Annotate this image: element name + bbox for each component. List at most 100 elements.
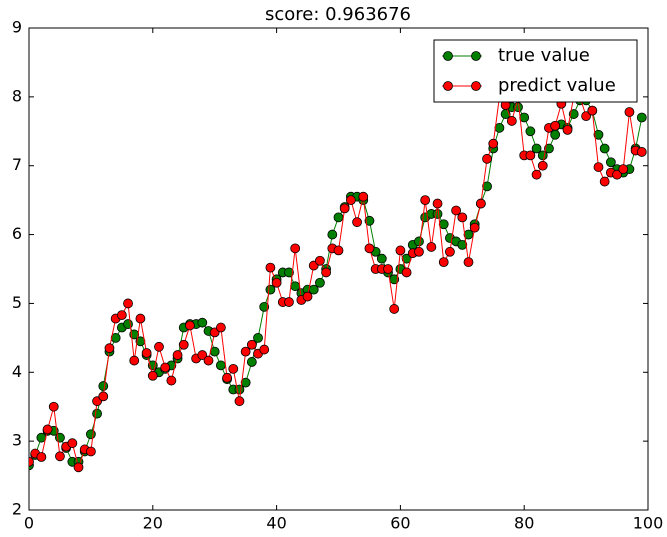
point (67, 438, 78, 449)
point (457, 212, 468, 223)
point (618, 164, 629, 175)
point (42, 424, 53, 435)
point (494, 122, 505, 133)
legend-marker (471, 81, 481, 91)
point (358, 191, 369, 202)
point (525, 126, 536, 137)
x-tick-label: 60 (390, 514, 410, 533)
point (612, 169, 622, 180)
point (240, 346, 251, 357)
y-tick-label: 9 (12, 18, 22, 37)
point (315, 277, 325, 288)
point (593, 162, 604, 172)
point (488, 138, 499, 149)
y-tick-label: 8 (12, 86, 22, 105)
point (451, 205, 462, 216)
point (562, 125, 573, 135)
point (92, 408, 102, 419)
point (290, 243, 301, 254)
point (259, 344, 270, 355)
point (519, 112, 530, 123)
point (544, 143, 554, 154)
point (166, 375, 177, 386)
chart-title: score: 0.963676 (265, 4, 411, 25)
point (234, 396, 245, 407)
y-tick-label: 5 (12, 293, 22, 312)
point (302, 291, 313, 302)
point (593, 129, 604, 140)
point (364, 215, 375, 226)
point (73, 462, 84, 473)
point (228, 363, 239, 374)
point (86, 429, 96, 440)
point (389, 304, 400, 314)
x-tick-label: 40 (266, 514, 286, 533)
point (463, 257, 474, 268)
point (259, 301, 270, 312)
point (438, 257, 449, 268)
point (135, 313, 146, 324)
point (531, 143, 542, 154)
legend-marker (443, 81, 453, 91)
point (141, 348, 152, 358)
point (420, 195, 431, 206)
point (636, 112, 647, 123)
point (123, 319, 133, 329)
point (315, 255, 325, 266)
series (29, 91, 647, 473)
point (636, 147, 647, 157)
x-tick-label: 80 (514, 514, 534, 533)
point (339, 203, 350, 214)
point (333, 245, 344, 256)
point (445, 246, 455, 257)
point (160, 362, 171, 373)
point (86, 446, 96, 457)
point (537, 160, 548, 171)
point (154, 341, 164, 352)
point (253, 332, 263, 343)
y-tick-label: 6 (12, 224, 22, 243)
x-tick-label: 20 (143, 514, 163, 533)
x-tick-label: 100 (633, 514, 664, 533)
point (482, 181, 492, 192)
point (506, 116, 517, 126)
point (222, 372, 232, 383)
point (345, 195, 356, 206)
point (284, 267, 294, 278)
point (395, 245, 406, 256)
point (178, 339, 189, 350)
point (321, 267, 332, 278)
point (599, 143, 610, 154)
point (624, 107, 635, 117)
point (48, 401, 59, 412)
point (401, 267, 412, 278)
point (414, 236, 424, 247)
point (240, 377, 251, 388)
point (197, 350, 208, 360)
point (457, 239, 468, 250)
point (215, 360, 226, 371)
point (438, 219, 449, 230)
point (531, 169, 542, 180)
point (352, 217, 362, 228)
point (284, 297, 294, 307)
point (475, 198, 486, 209)
point (432, 209, 443, 219)
point (104, 343, 115, 354)
point (203, 355, 214, 366)
x-tick-label: 0 (24, 514, 34, 533)
point (172, 350, 183, 360)
point (147, 370, 158, 381)
point (197, 317, 208, 328)
y-tick-label: 4 (12, 362, 22, 381)
point (605, 157, 616, 168)
point (432, 198, 443, 209)
point (525, 150, 536, 161)
point (98, 381, 109, 391)
point (333, 212, 344, 223)
y-tick-label: 2 (12, 500, 22, 519)
point (123, 298, 133, 309)
legend-marker (471, 51, 481, 61)
point (426, 242, 437, 252)
